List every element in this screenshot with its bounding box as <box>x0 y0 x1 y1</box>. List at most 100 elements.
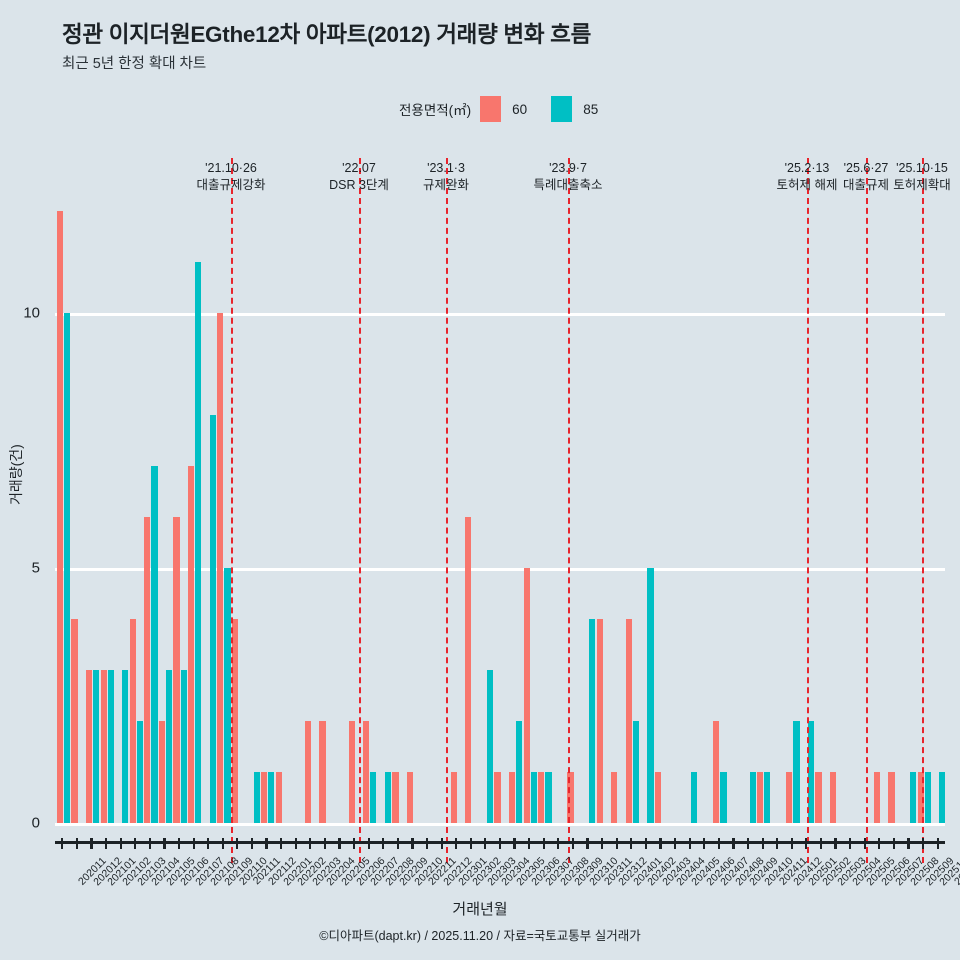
bar-202101-85[interactable] <box>93 670 100 823</box>
bar-202211-60[interactable] <box>406 772 414 823</box>
bar-202408-60[interactable] <box>713 721 720 823</box>
bar-202204-60[interactable] <box>304 721 311 823</box>
bar-202208-85[interactable] <box>370 772 377 823</box>
bar-202504-60[interactable] <box>830 772 837 823</box>
event-line-5 <box>807 158 809 863</box>
event-line-2 <box>359 158 361 863</box>
gridline-10 <box>55 313 945 316</box>
x-tick-202510 <box>922 838 925 849</box>
bar-202307-60[interactable] <box>523 568 530 823</box>
bar-202508-60[interactable] <box>888 772 895 823</box>
bar-202207-60[interactable] <box>348 721 355 823</box>
bar-202510-85[interactable] <box>924 772 931 823</box>
legend-swatch-85[interactable] <box>551 96 573 122</box>
bar-202205-60[interactable] <box>319 721 326 823</box>
bar-202107-60[interactable] <box>173 517 180 823</box>
y-tick-label-5: 5 <box>31 559 40 577</box>
x-tick-202307 <box>528 838 531 849</box>
x-tick-202508 <box>892 838 896 849</box>
bar-202310-60[interactable] <box>567 772 574 823</box>
bar-202102-85[interactable] <box>107 670 114 823</box>
x-axis-title: 거래년월 <box>452 901 508 918</box>
bar-202210-60[interactable] <box>392 772 399 823</box>
bar-202404-60[interactable] <box>654 772 662 823</box>
x-tick-202110 <box>221 838 224 849</box>
bar-202507-60[interactable] <box>873 772 880 823</box>
bar-202510-60[interactable] <box>917 772 924 823</box>
bar-202411-60[interactable] <box>757 772 764 823</box>
bar-202503-60[interactable] <box>815 772 822 823</box>
bar-202302-60[interactable] <box>450 772 457 823</box>
bar-202106-85[interactable] <box>165 670 173 823</box>
bar-202102-60[interactable] <box>100 670 107 823</box>
bar-202209-85[interactable] <box>384 772 392 823</box>
x-tick-202411 <box>761 838 764 849</box>
bar-202403-85[interactable] <box>647 568 654 823</box>
bar-202101-60[interactable] <box>85 670 93 823</box>
x-tick-202505 <box>849 838 852 849</box>
event-label-3: '23.1·3 규제완화 <box>423 160 469 194</box>
bar-202201-60[interactable] <box>261 772 268 823</box>
x-tick-202406 <box>688 838 691 849</box>
x-tick-202301 <box>440 838 443 849</box>
event-text-4: 특례대출축소 <box>533 178 603 192</box>
bar-202410-85[interactable] <box>749 772 756 823</box>
bar-202311-85[interactable] <box>589 619 596 823</box>
bar-202402-60[interactable] <box>625 619 632 823</box>
bar-202304-85[interactable] <box>486 670 494 823</box>
gridline-0 <box>55 823 945 826</box>
event-text-7: 토허제확대 <box>893 178 951 192</box>
bar-202306-85[interactable] <box>516 721 523 823</box>
bar-202103-85[interactable] <box>122 670 129 823</box>
x-tick-202111 <box>236 838 239 849</box>
bar-202107-85[interactable] <box>180 670 187 823</box>
bar-202306-60[interactable] <box>509 772 516 823</box>
bar-202104-60[interactable] <box>129 619 136 823</box>
event-label-1: '21.10·26 대출규제강화 <box>196 160 265 194</box>
bar-202509-85[interactable] <box>910 772 917 823</box>
bar-202208-60[interactable] <box>363 721 370 823</box>
bar-202108-85[interactable] <box>195 262 202 823</box>
bar-202110-85[interactable] <box>224 568 231 823</box>
bar-202108-60[interactable] <box>188 466 195 823</box>
bar-202202-60[interactable] <box>275 772 282 823</box>
bar-202305-60[interactable] <box>494 772 501 823</box>
bar-202011-85[interactable] <box>63 313 71 823</box>
bar-202110-60[interactable] <box>217 313 224 823</box>
bar-202111-60[interactable] <box>231 619 239 823</box>
bar-202308-85[interactable] <box>545 772 552 823</box>
bar-202109-85[interactable] <box>209 415 216 823</box>
bar-202312-60[interactable] <box>596 619 603 823</box>
plot-area <box>55 150 946 863</box>
x-tick-202102 <box>104 838 108 849</box>
bar-202307-85[interactable] <box>530 772 537 823</box>
bar-202501-60[interactable] <box>786 772 793 823</box>
bar-202104-85[interactable] <box>136 721 143 823</box>
bar-202112-85[interactable] <box>253 772 260 823</box>
bar-202401-60[interactable] <box>611 772 618 823</box>
event-label-2: '22.07 DSR 3단계 <box>329 160 389 194</box>
bar-202303-60[interactable] <box>465 517 472 823</box>
bar-202011-60[interactable] <box>56 211 63 823</box>
x-tick-202101 <box>90 838 93 849</box>
bar-202012-60[interactable] <box>71 619 78 823</box>
bar-202502-85[interactable] <box>807 721 815 823</box>
bar-202511-85[interactable] <box>939 772 946 823</box>
bar-202201-85[interactable] <box>268 772 275 823</box>
bar-202105-60[interactable] <box>144 517 151 823</box>
x-tick-202206 <box>338 838 341 849</box>
bar-202105-85[interactable] <box>151 466 158 823</box>
x-tick-202402 <box>630 838 633 849</box>
x-tick-202106 <box>163 838 166 849</box>
x-tick-202309 <box>557 838 560 849</box>
x-tick-202409 <box>732 838 735 849</box>
bar-202501-85[interactable] <box>793 721 800 823</box>
legend-swatch-60[interactable] <box>480 96 502 122</box>
bar-202406-85[interactable] <box>691 772 698 823</box>
bar-202402-85[interactable] <box>632 721 640 823</box>
bar-202106-60[interactable] <box>158 721 166 823</box>
bar-202408-85[interactable] <box>720 772 727 823</box>
bar-202411-85[interactable] <box>764 772 771 823</box>
bar-202308-60[interactable] <box>538 772 545 823</box>
legend-label-60: 60 <box>512 101 528 117</box>
